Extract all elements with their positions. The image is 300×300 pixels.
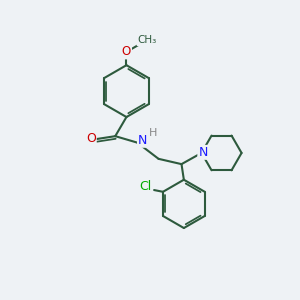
- Text: Cl: Cl: [139, 180, 152, 193]
- Text: O: O: [86, 132, 96, 145]
- Text: CH₃: CH₃: [137, 35, 157, 45]
- Text: O: O: [122, 45, 131, 58]
- Text: H: H: [148, 128, 157, 138]
- Text: N: N: [198, 146, 208, 159]
- Text: N: N: [138, 134, 147, 147]
